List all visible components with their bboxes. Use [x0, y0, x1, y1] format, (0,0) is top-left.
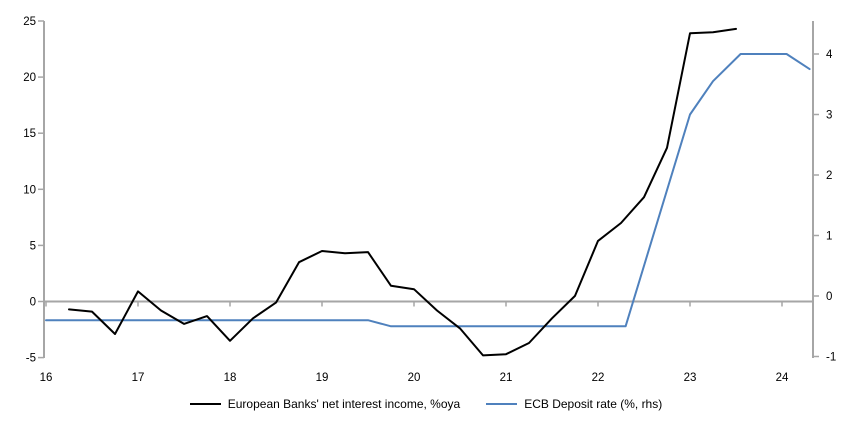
left-axis-label: -5 — [26, 353, 36, 365]
blue-line-sample — [486, 403, 518, 405]
legend-item-net-interest-income: European Banks' net interest income, %oy… — [189, 397, 461, 411]
series-line-net-interest-income — [68, 27, 737, 357]
left-axis-label: 10 — [23, 184, 36, 196]
x-axis-label: 21 — [500, 372, 513, 384]
x-axis-label: 24 — [776, 372, 789, 384]
x-axis-label: 23 — [684, 372, 697, 384]
x-axis-label: 16 — [40, 372, 53, 384]
x-axis-label: 17 — [132, 372, 145, 384]
right-axis-label: 4 — [826, 49, 833, 61]
left-axis-label: 5 — [30, 240, 36, 252]
right-axis-label: 3 — [826, 110, 832, 122]
legend-label-net-interest-income: European Banks' net interest income, %oy… — [227, 397, 461, 411]
x-axis-label: 22 — [592, 372, 605, 384]
right-axis-label: 1 — [826, 231, 832, 243]
left-axis-label: 20 — [23, 72, 36, 84]
black-line-sample — [189, 403, 221, 405]
right-axis-label: 2 — [826, 170, 832, 182]
x-axis-label: 19 — [316, 372, 329, 384]
left-axis-label: 15 — [23, 128, 36, 140]
series-line-ecb-deposit-rate — [45, 53, 811, 328]
x-axis-label: 20 — [408, 372, 421, 384]
legend: European Banks' net interest income, %oy… — [0, 397, 852, 411]
right-axis-label: 0 — [826, 291, 832, 303]
legend-label-ecb-deposit-rate: ECB Deposit rate (%, rhs) — [524, 397, 663, 411]
left-axis-label: 0 — [30, 297, 36, 309]
left-axis-label: 25 — [23, 16, 36, 28]
x-axis-label: 18 — [224, 372, 237, 384]
legend-item-ecb-deposit-rate: ECB Deposit rate (%, rhs) — [486, 397, 662, 411]
right-axis-label: -1 — [826, 352, 836, 364]
